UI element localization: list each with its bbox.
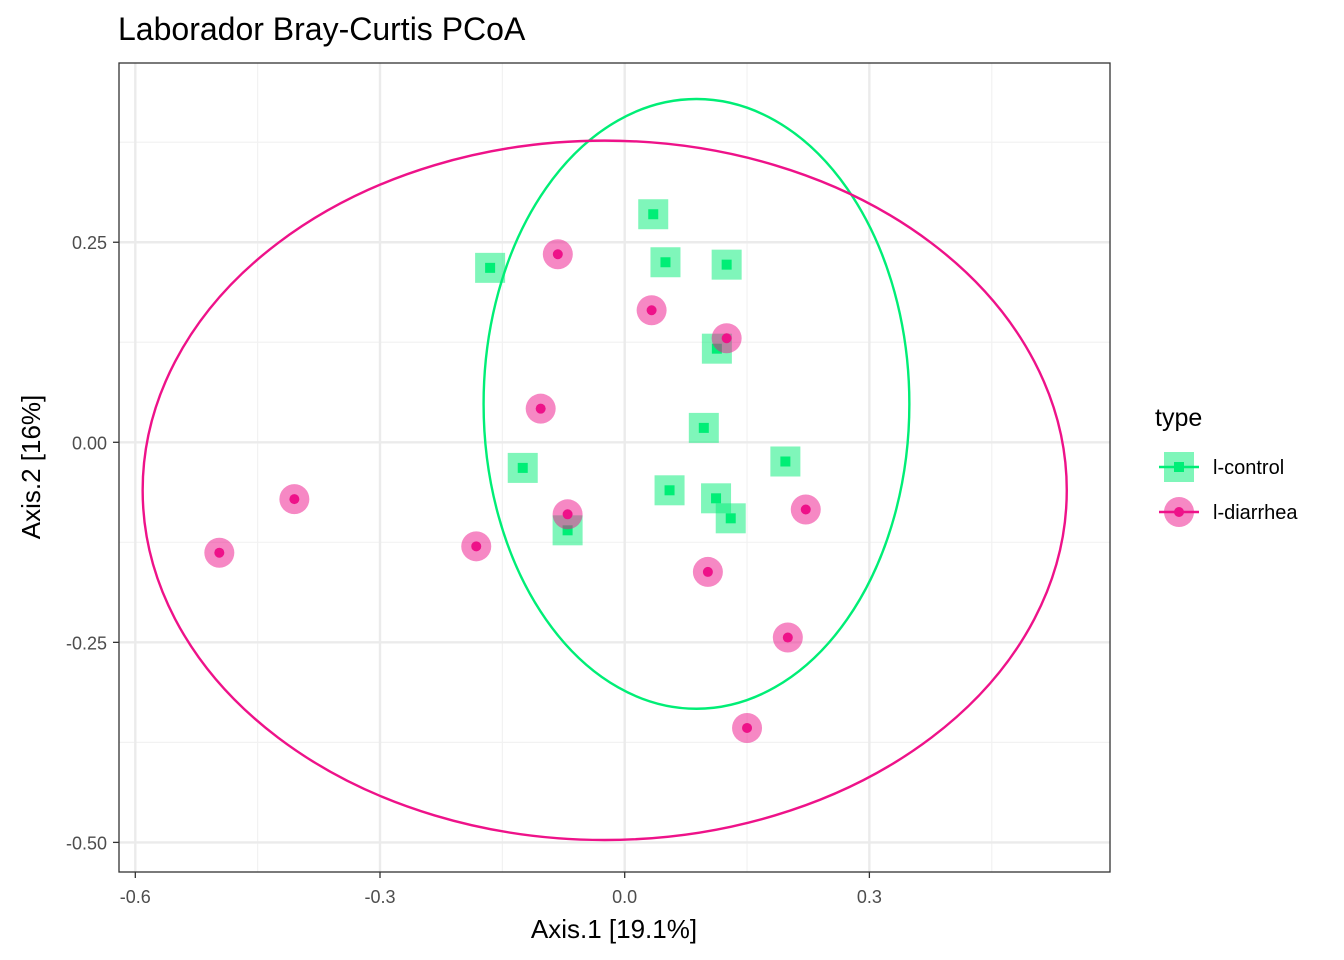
y-axis: -0.50 -0.25 0.00 0.25 [66,233,119,853]
l-diarrhea-point [646,305,657,316]
l-diarrhea-point [800,504,811,515]
l-control-legend-point [1174,462,1184,472]
y-axis-title: Axis.2 [16%] [16,395,46,540]
panel-background [119,63,1110,872]
l-diarrhea-point [214,547,225,558]
l-diarrhea-point [782,632,793,643]
l-control-point [664,485,675,496]
l-diarrhea-ellipse [141,139,1068,842]
legend-title: type [1155,404,1202,432]
l-control-point [485,262,496,273]
x-axis-title: Axis.1 [19.1%] [531,914,697,944]
chart-title: Laborador Bray-Curtis PCoA [118,11,526,47]
l-diarrhea-point [471,541,482,552]
plot-area [118,62,1111,873]
ellipses [141,97,1068,842]
l-control-point [711,493,722,504]
l-control-point [562,525,573,536]
y-tick-label: 0.25 [72,233,107,253]
l-control-point [660,257,671,268]
l-diarrhea-point [702,566,713,577]
l-diarrhea-point [562,509,573,520]
l-control-point [780,456,791,467]
points [204,199,821,743]
legend-label-l-diarrhea: l-diarrhea [1213,502,1298,524]
x-tick-label: -0.3 [364,887,395,907]
l-control-ellipse [482,97,911,710]
panel-border [118,62,1111,873]
grid-major [119,63,1110,872]
x-tick-label: -0.6 [120,887,151,907]
y-tick-label: -0.25 [66,633,107,653]
legend: type l-control l-diarrhea [1155,404,1298,527]
legend-label-l-control: l-control [1213,457,1284,479]
l-control-point [698,422,709,433]
y-tick-label: -0.50 [66,833,107,853]
y-tick-label: 0.00 [72,433,107,453]
l-control-point [648,209,659,220]
l-control-point [721,259,732,270]
l-control-point [725,513,736,524]
x-tick-label: 0.0 [612,887,637,907]
l-diarrhea-point [742,722,753,733]
l-diarrhea-point [721,333,732,344]
x-axis: -0.6 -0.3 0.0 0.3 [120,872,882,907]
l-diarrhea-point [289,494,300,505]
l-diarrhea-legend-point [1174,507,1184,517]
l-diarrhea-point [552,249,563,260]
x-tick-label: 0.3 [857,887,882,907]
l-control-point [517,462,528,473]
l-diarrhea-point [535,403,546,414]
